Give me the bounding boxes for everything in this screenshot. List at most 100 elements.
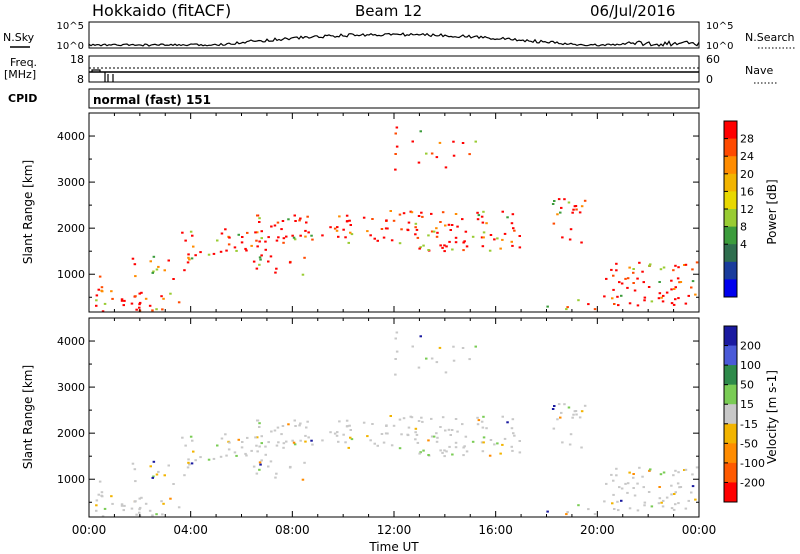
echo-point xyxy=(98,480,102,483)
echo-point xyxy=(276,426,280,429)
echo-point xyxy=(510,427,514,430)
noise-trace xyxy=(88,32,700,47)
echo-point xyxy=(287,218,290,221)
echo-point xyxy=(216,239,219,242)
echo-point xyxy=(270,430,273,433)
echo-point xyxy=(172,278,175,280)
echo-point xyxy=(280,228,283,231)
echo-point xyxy=(267,465,270,468)
echo-point xyxy=(482,231,486,234)
echo-point xyxy=(225,249,228,252)
echo-point xyxy=(162,297,165,300)
velocity-colorbar: 200 100 50 15 -15 -50 -100 -200 xyxy=(723,325,765,503)
echo-point xyxy=(561,441,564,444)
echo-point xyxy=(134,480,137,483)
echo-point xyxy=(480,441,484,444)
echo-point xyxy=(264,240,267,243)
echo-point xyxy=(163,269,166,272)
colorbar-tick-label: 200 xyxy=(740,340,761,353)
echo-point xyxy=(444,166,448,169)
echo-point xyxy=(95,509,98,512)
echo-point xyxy=(384,432,388,435)
echo-point xyxy=(299,234,302,237)
echo-point xyxy=(344,441,347,444)
echo-point xyxy=(454,446,458,449)
echo-point xyxy=(626,482,630,485)
echo-point xyxy=(620,487,624,490)
echo-point xyxy=(134,295,137,298)
echo-point xyxy=(638,261,641,264)
echo-point xyxy=(149,260,152,263)
colorbar-segment xyxy=(724,482,737,503)
noise-right-tick-top: 10^5 xyxy=(706,21,733,32)
echo-point xyxy=(636,509,640,512)
echo-point xyxy=(618,486,621,489)
echo-point xyxy=(441,416,445,419)
echo-point xyxy=(510,445,513,448)
echo-point xyxy=(256,214,259,217)
velocity-ylabel: Slant Range [km] xyxy=(21,365,35,469)
echo-point xyxy=(267,236,270,239)
echo-point xyxy=(448,240,451,243)
echo-point xyxy=(465,450,469,453)
echo-point xyxy=(612,479,615,482)
echo-point xyxy=(474,345,477,348)
echo-point xyxy=(615,262,618,265)
velocity-axes: 1000 2000 3000 4000 xyxy=(57,318,700,517)
echo-point xyxy=(260,435,263,438)
y-tick-label: 3000 xyxy=(57,176,85,189)
colorbar-segment xyxy=(724,138,737,157)
cpid-text: normal (fast) 151 xyxy=(93,93,211,107)
echo-point xyxy=(181,231,184,234)
echo-point xyxy=(346,220,349,223)
colorbar-segment xyxy=(724,173,737,192)
echo-point xyxy=(310,234,313,237)
echo-point xyxy=(422,244,425,247)
echo-point xyxy=(277,236,280,239)
echo-point xyxy=(603,500,606,503)
echo-point xyxy=(687,499,690,502)
echo-point xyxy=(337,440,340,443)
echo-point xyxy=(148,509,152,512)
echo-point xyxy=(212,457,216,460)
echo-point xyxy=(672,474,675,477)
echo-point xyxy=(177,506,181,509)
echo-point xyxy=(138,306,141,309)
echo-point xyxy=(338,215,341,218)
echo-point xyxy=(235,454,238,457)
x-tick-label: 00:00 xyxy=(682,523,717,537)
echo-point xyxy=(430,212,433,215)
echo-point xyxy=(151,514,154,517)
echo-point xyxy=(336,431,339,434)
echo-point xyxy=(593,513,597,516)
echo-point xyxy=(373,237,376,240)
echo-point xyxy=(513,434,516,437)
echo-point xyxy=(578,211,582,214)
colorbar-segment xyxy=(724,345,737,366)
echo-point xyxy=(103,507,107,510)
echo-point xyxy=(258,263,261,266)
echo-point xyxy=(101,290,104,293)
echo-point xyxy=(335,434,339,437)
echo-point xyxy=(632,271,635,274)
echo-point xyxy=(306,215,309,218)
echo-point xyxy=(264,453,267,456)
echo-point xyxy=(207,253,211,256)
echo-point xyxy=(337,235,340,238)
echo-point xyxy=(573,410,577,413)
echo-point xyxy=(662,499,665,502)
echo-point xyxy=(632,473,635,475)
echo-point xyxy=(256,436,259,439)
echo-point xyxy=(407,426,411,429)
echo-point xyxy=(462,241,465,244)
echo-point xyxy=(512,432,515,435)
echo-point xyxy=(677,266,680,269)
echo-point xyxy=(553,405,556,407)
echo-point xyxy=(183,269,186,272)
echo-point xyxy=(566,511,569,514)
x-tick-labels: 00:00 04:00 08:00 12:00 16:00 20:00 00:00 xyxy=(72,523,717,537)
echo-point xyxy=(419,335,422,338)
echo-point xyxy=(244,452,247,455)
echo-point xyxy=(443,250,446,253)
echo-point xyxy=(256,231,259,234)
